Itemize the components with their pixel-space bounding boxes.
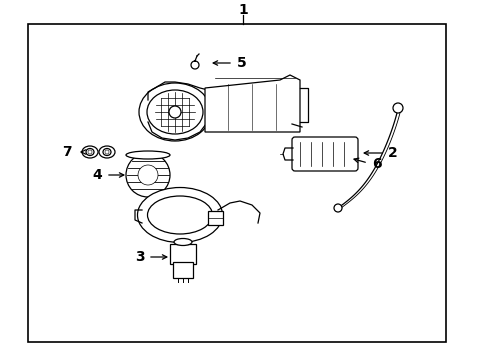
Text: 4: 4 [92, 168, 102, 182]
Ellipse shape [174, 239, 192, 246]
Text: 7: 7 [62, 145, 72, 159]
Ellipse shape [137, 188, 222, 243]
Circle shape [392, 103, 402, 113]
Bar [28, 24, 445, 342]
Text: 1: 1 [238, 3, 247, 17]
Polygon shape [204, 75, 299, 132]
Bar [170, 244, 196, 264]
Circle shape [105, 150, 109, 154]
Circle shape [88, 150, 92, 154]
Text: 6: 6 [371, 157, 381, 171]
Ellipse shape [99, 146, 115, 158]
Ellipse shape [82, 146, 98, 158]
Circle shape [138, 165, 158, 185]
Circle shape [333, 204, 341, 212]
Ellipse shape [147, 90, 203, 134]
Ellipse shape [126, 151, 170, 159]
Ellipse shape [147, 196, 212, 234]
Bar [173, 262, 193, 278]
Circle shape [169, 106, 181, 118]
Text: 2: 2 [387, 146, 397, 160]
Ellipse shape [86, 149, 94, 156]
Text: 5: 5 [237, 56, 246, 70]
Text: 3: 3 [135, 250, 145, 264]
Ellipse shape [103, 149, 111, 156]
Ellipse shape [139, 83, 210, 141]
Bar [207, 211, 223, 225]
Circle shape [126, 153, 170, 197]
FancyBboxPatch shape [291, 137, 357, 171]
